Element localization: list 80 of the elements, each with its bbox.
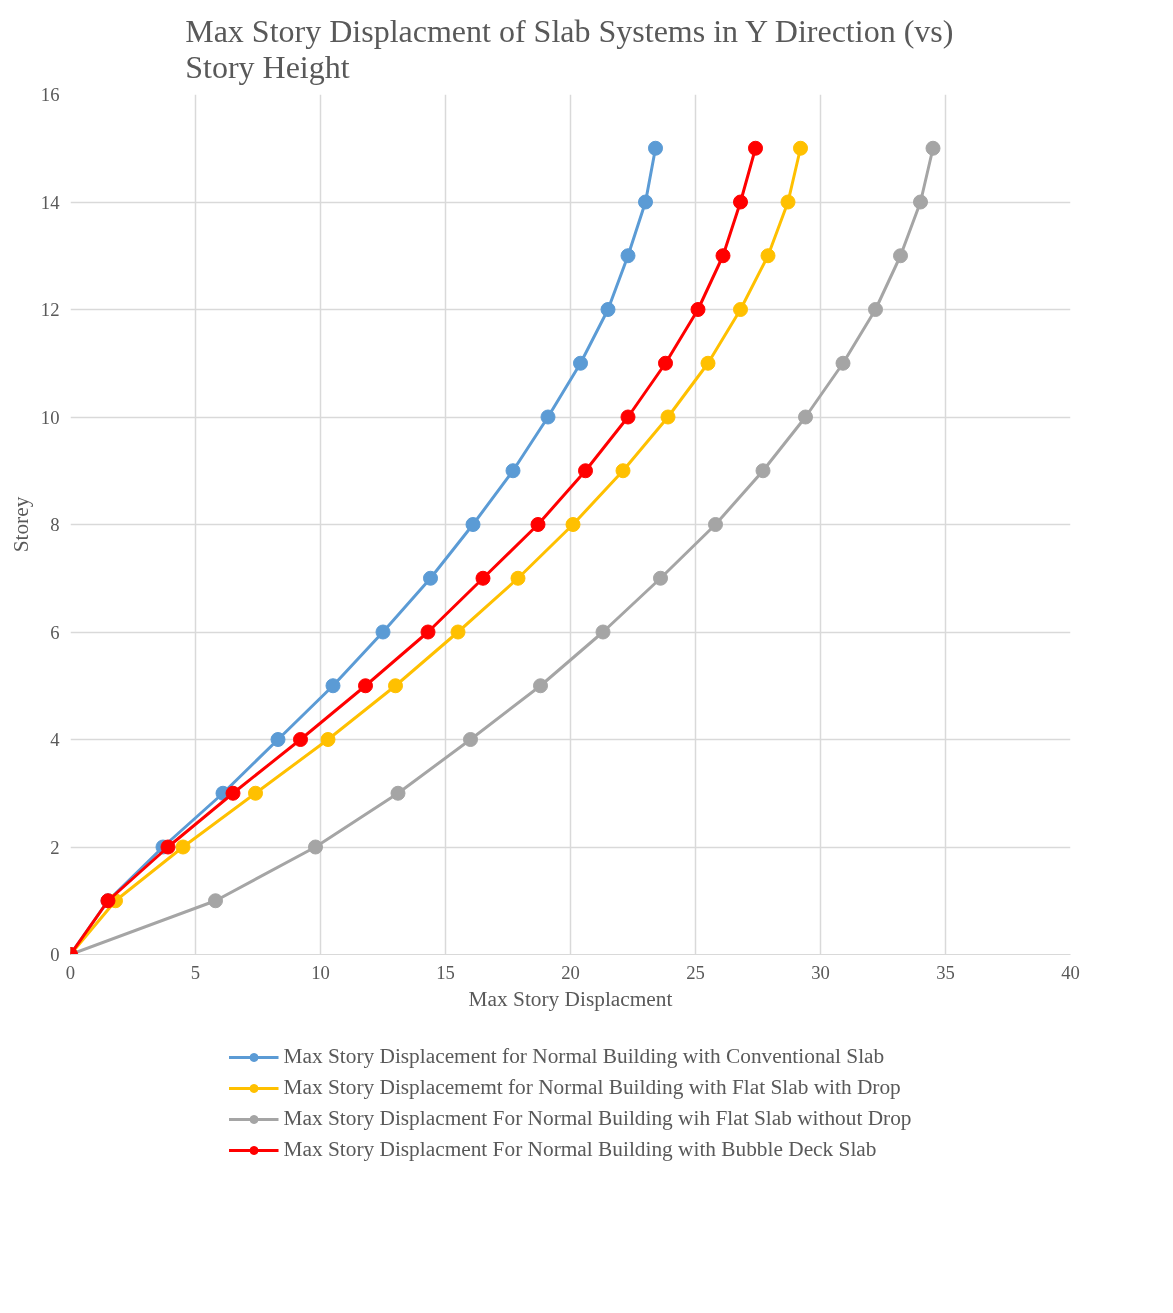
chart-title: Max Story Displacment of Slab Systems in Y Direction (vs) Story Height xyxy=(185,12,954,85)
point xyxy=(620,248,636,264)
point xyxy=(658,355,673,371)
point xyxy=(175,839,191,855)
point xyxy=(660,409,676,425)
x-tick-label: 25 xyxy=(686,961,705,983)
point xyxy=(420,624,436,640)
point xyxy=(798,409,813,425)
point xyxy=(390,785,406,801)
x-tick-label: 5 xyxy=(190,961,201,983)
y-tick-label: 4 xyxy=(50,729,61,750)
point xyxy=(638,194,653,210)
point xyxy=(615,463,631,479)
point xyxy=(748,140,763,156)
x-tick-label: 20 xyxy=(561,961,580,983)
point xyxy=(530,517,546,532)
x-tick-label: 10 xyxy=(311,961,330,983)
point xyxy=(595,624,611,640)
y-tick-label: 8 xyxy=(50,514,60,535)
point xyxy=(388,678,403,694)
x-tick-label: 0 xyxy=(65,961,76,983)
point xyxy=(248,785,263,801)
point xyxy=(648,140,663,156)
point xyxy=(760,248,776,264)
x-tick-label: 40 xyxy=(1061,961,1080,983)
point xyxy=(620,409,636,425)
point xyxy=(578,463,593,479)
point xyxy=(533,678,548,694)
point xyxy=(600,302,616,317)
y-tick-label: 10 xyxy=(40,406,60,428)
point xyxy=(465,517,481,532)
point xyxy=(225,785,241,801)
point xyxy=(375,624,391,640)
point xyxy=(835,355,851,371)
point xyxy=(780,194,796,210)
x-tick-label: 35 xyxy=(936,961,955,983)
point xyxy=(510,570,526,586)
legend-label: Max Story Displacment For Normal Building wih Flat Slab without Drop xyxy=(283,1106,912,1131)
point xyxy=(293,732,308,747)
x-tick-label: 30 xyxy=(811,961,830,983)
point xyxy=(540,409,556,425)
point xyxy=(358,678,373,694)
y-tick-label: 12 xyxy=(40,299,60,320)
point xyxy=(475,570,491,586)
point xyxy=(160,839,176,855)
legend-label: Max Story Displacment For Normal Building with Bubble Deck Slab xyxy=(283,1137,877,1162)
point xyxy=(450,624,466,640)
point xyxy=(893,248,908,264)
point xyxy=(868,302,883,317)
point xyxy=(715,248,731,264)
y-tick-label: 14 xyxy=(40,191,61,213)
legend-label: Max Story Displacememt for Normal Building with Flat Slab with Drop xyxy=(283,1075,901,1100)
legend-label: Max Story Displacement for Normal Building with Conventional Slab xyxy=(283,1044,885,1069)
point xyxy=(325,678,341,694)
point xyxy=(733,194,748,210)
x-axis-title: Max Story Displacment xyxy=(468,986,673,1011)
point xyxy=(208,893,223,909)
y-tick-label: 2 xyxy=(50,836,60,858)
point xyxy=(793,140,808,156)
point xyxy=(463,732,478,747)
point xyxy=(320,732,336,747)
point xyxy=(423,570,438,586)
point xyxy=(708,517,723,532)
y-tick-label: 0 xyxy=(50,944,60,965)
point xyxy=(925,140,941,156)
point xyxy=(308,839,323,855)
point xyxy=(755,463,771,479)
point xyxy=(653,570,668,586)
point xyxy=(733,302,748,317)
point xyxy=(690,302,706,317)
point xyxy=(505,463,521,479)
point xyxy=(565,517,581,532)
x-tick-label: 15 xyxy=(436,961,455,983)
point xyxy=(270,732,286,747)
y-tick-label: 16 xyxy=(40,84,60,105)
y-axis-title: Storey xyxy=(8,496,33,553)
point xyxy=(700,355,716,371)
point xyxy=(573,355,588,371)
y-tick-label: 6 xyxy=(50,621,60,643)
point xyxy=(913,194,928,210)
